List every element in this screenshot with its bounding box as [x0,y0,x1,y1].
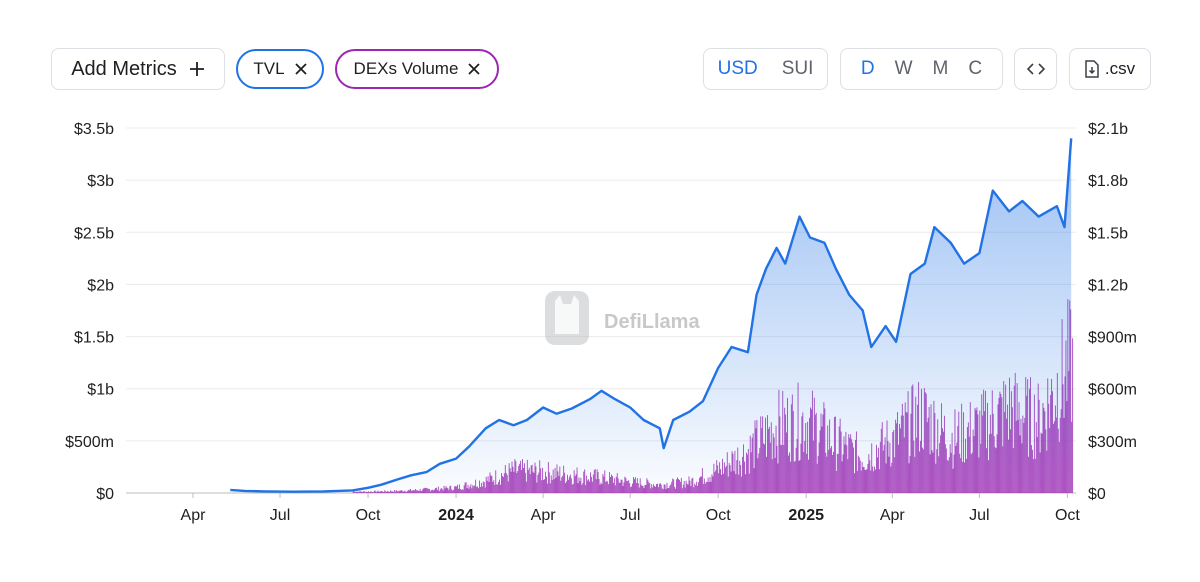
interval-week-option[interactable]: W [894,58,913,79]
tvl-chip-label: TVL [253,59,285,78]
y-tick-label-right: $600m [1088,382,1137,399]
watermark: DefiLlama [545,291,700,345]
chart-toolbar: Add Metrics TVL DEXs Volume USD SUI D W … [0,0,1200,100]
embed-button[interactable] [1014,48,1057,90]
x-tick-label: Apr [531,507,557,524]
y-tick-label-left: $500m [65,434,114,451]
x-tick-label: Apr [880,507,906,524]
x-tick-label: Jul [620,507,640,524]
close-icon[interactable] [468,63,481,75]
x-tick-label: Apr [181,507,207,524]
llama-logo-icon [545,291,589,345]
csv-label: .csv [1104,59,1136,78]
x-tick-label: 2025 [788,507,824,524]
interval-cumulative-option[interactable]: C [968,58,983,79]
x-tick-label: 2024 [438,507,474,524]
x-tick-label: Oct [1055,507,1080,524]
x-tick-label: Oct [706,507,731,524]
csv-download-button[interactable]: .csv [1069,48,1151,90]
y-axis-left: $0 $500m $1b $1.5b $2b $2.5b $3b $3.5b [65,121,114,503]
chart-area: DefiLlama $0 $500m $1b $1.5b $2b $2.5b $3b $3.5… [0,110,1200,530]
tvl-area-fill [230,138,1072,493]
tvl-chip[interactable]: TVL [236,49,324,89]
dex-volume-bar [1072,338,1074,493]
y-tick-label-left: $3b [87,173,114,190]
currency-usd-option[interactable]: USD [717,58,758,79]
y-tick-label-right: $1.5b [1088,225,1128,242]
y-tick-label-right: $1.2b [1088,277,1128,294]
y-tick-label-left: $2b [87,277,114,294]
y-tick-label-left: $1.5b [74,330,114,347]
watermark-text: DefiLlama [604,311,700,333]
dexs-volume-chip[interactable]: DEXs Volume [335,49,499,89]
y-tick-label-right: $1.8b [1088,173,1128,190]
x-tick-label: Oct [356,507,381,524]
x-axis: Apr Jul Oct 2024 Apr Jul Oct 2025 Apr Jul Oct [181,493,1080,524]
currency-toggle: USD SUI [703,48,828,90]
y-axis-right: $0 $300m $600m $900m $1.2b $1.5b $1.8b $2.1b [1088,121,1137,503]
y-tick-label-right: $2.1b [1088,121,1128,138]
add-metrics-label: Add Metrics [71,57,177,80]
file-download-icon [1085,60,1099,78]
tvl-area [230,138,1073,493]
currency-sui-option[interactable]: SUI [781,58,814,79]
y-tick-label-left: $2.5b [74,225,114,242]
interval-toggle: D W M C [840,48,1003,90]
dex-volume-bar [1071,421,1073,493]
y-tick-label-right: $900m [1088,330,1137,347]
x-tick-label: Jul [969,507,989,524]
grid-lines [126,127,1076,494]
interval-month-option[interactable]: M [932,58,949,79]
plus-icon [189,62,204,76]
y-tick-label-left: $0 [96,486,114,503]
y-tick-label-right: $0 [1088,486,1106,503]
code-icon [1026,63,1045,75]
interval-day-option[interactable]: D [860,58,875,79]
dexs-volume-chip-label: DEXs Volume [353,59,459,78]
add-metrics-button[interactable]: Add Metrics [51,48,225,90]
y-tick-label-right: $300m [1088,434,1137,451]
tvl-line [230,138,1073,493]
y-tick-label-left: $3.5b [74,121,114,138]
y-tick-label-left: $1b [87,382,114,399]
close-icon[interactable] [294,63,307,75]
tvl-dex-volume-chart: DefiLlama $0 $500m $1b $1.5b $2b $2.5b $3b $3.5… [65,121,1137,524]
x-tick-label: Jul [270,507,290,524]
